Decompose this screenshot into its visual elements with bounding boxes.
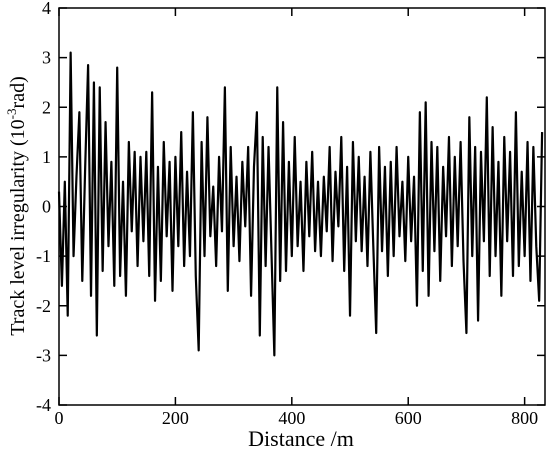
y-tick-label: 1 [42, 147, 51, 167]
y-label-exponent: -3 [4, 108, 19, 119]
y-label-unit: rad) [7, 76, 29, 108]
x-tick-label: 800 [511, 408, 538, 428]
y-tick-label: 4 [42, 0, 51, 18]
x-tick-label: 200 [162, 408, 189, 428]
x-tick-label: 0 [55, 408, 64, 428]
y-tick-label: -2 [36, 296, 51, 316]
plot-frame [58, 7, 546, 406]
y-tick-label: 0 [42, 197, 51, 217]
y-tick-label: 3 [42, 48, 51, 68]
y-tick-label: -1 [36, 246, 51, 266]
x-tick-label: 600 [395, 408, 422, 428]
y-tick-label: -4 [36, 395, 51, 415]
y-tick-label: -3 [36, 345, 51, 365]
y-tick-label: 2 [42, 97, 51, 117]
x-axis-label: Distance /m [248, 426, 354, 451]
y-label-text: Track level irregularity (10 [7, 119, 29, 335]
data-line [57, 51, 544, 357]
x-tick-label: 400 [278, 408, 305, 428]
y-axis-label: Track level irregularity (10-3rad) [4, 76, 29, 335]
